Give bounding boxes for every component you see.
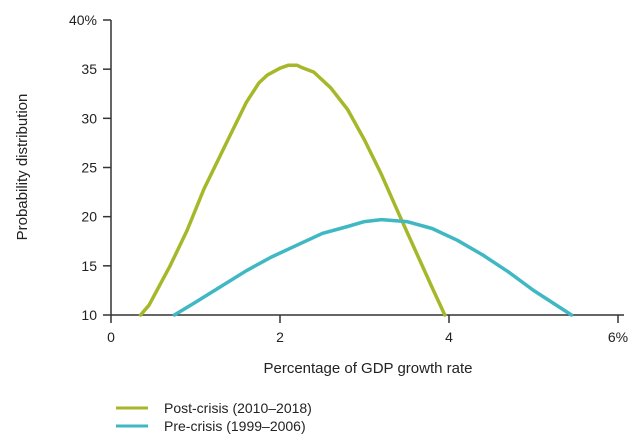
x-axis-title: Percentage of GDP growth rate (263, 360, 472, 377)
y-axis-title: Probability distribution (14, 94, 31, 241)
y-tick-label: 40% (69, 12, 97, 28)
series-line-pre-crisis (172, 217, 574, 317)
y-ticks: 10 15 20 25 30 35 40% (69, 12, 111, 323)
y-tick-label: 30 (81, 110, 97, 126)
y-tick-label: 25 (81, 160, 97, 176)
axes (110, 20, 624, 316)
legend-label: Post-crisis (2010–2018) (164, 400, 312, 416)
x-tick-label: 4 (445, 329, 453, 345)
y-tick-label: 15 (81, 258, 97, 274)
series-lines (138, 63, 574, 317)
legend-label: Pre-crisis (1999–2006) (164, 418, 306, 434)
y-tick-label: 10 (81, 307, 97, 323)
y-tick-label: 35 (81, 61, 97, 77)
x-tick-label: 6% (608, 329, 628, 345)
x-ticks: 0 2 4 6% (107, 315, 628, 345)
x-tick-label: 2 (276, 329, 284, 345)
x-tick-label: 0 (107, 329, 115, 345)
legend: Post-crisis (2010–2018) Pre-crisis (1999–… (116, 400, 312, 434)
y-tick-label: 20 (81, 209, 97, 225)
series-line-post-crisis (138, 63, 447, 317)
